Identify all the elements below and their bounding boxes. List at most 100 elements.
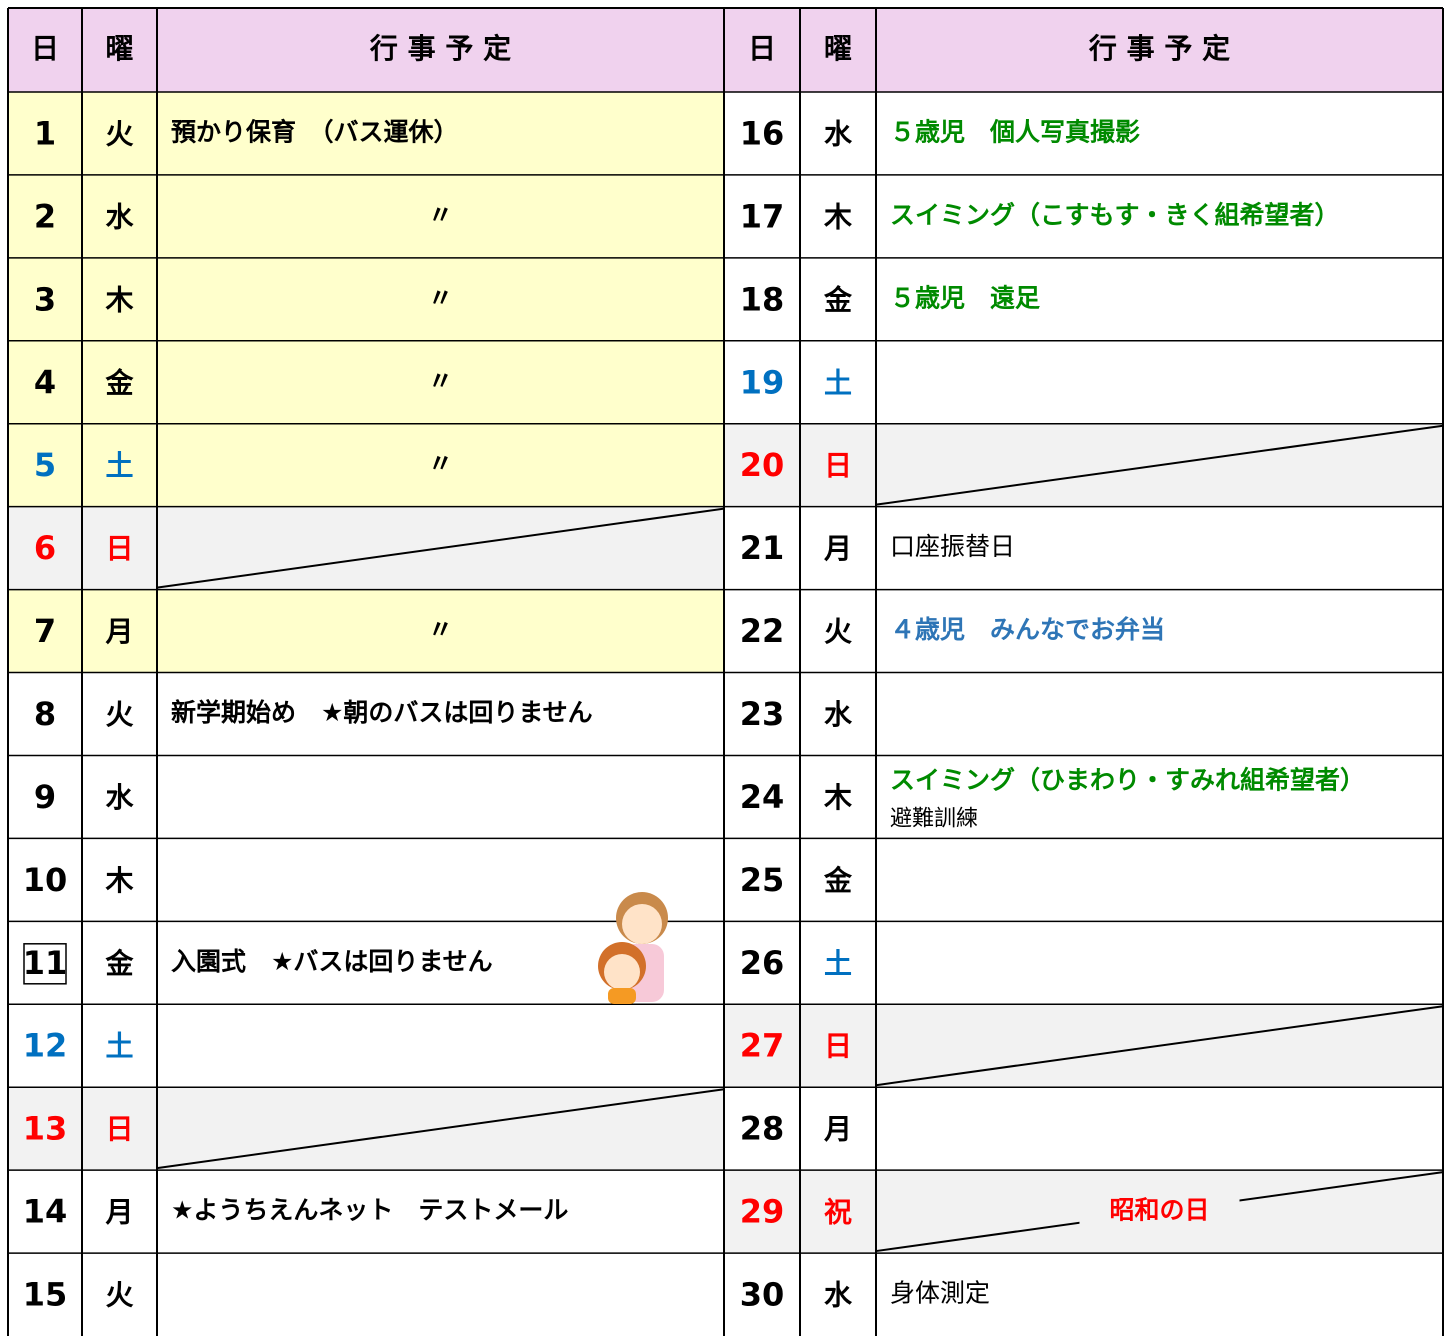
day: 5 bbox=[34, 446, 56, 484]
event: ５歳児 個人写真撮影 bbox=[890, 117, 1140, 146]
event: 〃 bbox=[428, 200, 453, 229]
slash bbox=[156, 507, 725, 589]
weekday: 月 bbox=[823, 532, 852, 565]
weekday: 火 bbox=[824, 615, 852, 648]
event: 昭和の日 bbox=[1109, 1196, 1209, 1225]
weekday: 土 bbox=[824, 947, 852, 980]
event: ５歳児 遠足 bbox=[890, 283, 1040, 312]
weekday: 土 bbox=[105, 1030, 133, 1063]
weekday: 日 bbox=[824, 449, 852, 482]
event: 〃 bbox=[428, 449, 453, 478]
row-bg bbox=[724, 1004, 1443, 1088]
day: 13 bbox=[23, 1110, 68, 1148]
header-weekday: 曜 bbox=[105, 32, 133, 65]
day: 4 bbox=[34, 363, 56, 401]
weekday: 金 bbox=[823, 864, 853, 897]
day: 22 bbox=[740, 612, 785, 650]
day: 16 bbox=[740, 114, 785, 152]
weekday: 火 bbox=[105, 1279, 133, 1312]
row-bg bbox=[8, 257, 724, 341]
row-bg bbox=[8, 1087, 724, 1171]
row-bg bbox=[8, 92, 724, 175]
event: ４歳児 みんなでお弁当 bbox=[890, 615, 1165, 644]
weekday: 木 bbox=[104, 864, 133, 897]
header-day: 日 bbox=[748, 32, 776, 65]
weekday: 水 bbox=[105, 200, 134, 233]
day: 23 bbox=[740, 695, 785, 733]
weekday: 日 bbox=[824, 1030, 852, 1063]
grid bbox=[8, 8, 1443, 1254]
day-box bbox=[23, 943, 67, 985]
day: 12 bbox=[23, 1027, 68, 1065]
weekday: 日 bbox=[105, 532, 133, 565]
weekday: 月 bbox=[823, 1113, 852, 1146]
child-body bbox=[608, 988, 636, 1004]
event: 〃 bbox=[428, 366, 453, 395]
day: 15 bbox=[23, 1276, 68, 1314]
event: 〃 bbox=[428, 283, 453, 312]
day: 14 bbox=[23, 1193, 68, 1231]
header-day: 日 bbox=[31, 32, 59, 65]
day: 24 bbox=[740, 778, 785, 816]
weekday: 水 bbox=[105, 781, 134, 814]
day: 11 bbox=[23, 944, 68, 982]
weekday: 月 bbox=[104, 615, 133, 648]
row-bg bbox=[8, 506, 724, 590]
day: 10 bbox=[23, 861, 68, 899]
weekday: 金 bbox=[104, 947, 134, 980]
event: スイミング（こすもす・きく組希望者） bbox=[890, 200, 1340, 229]
day: 25 bbox=[740, 861, 785, 899]
day: 30 bbox=[740, 1276, 785, 1314]
event-bg bbox=[1079, 1191, 1240, 1229]
row-bg bbox=[724, 423, 1443, 507]
day: 28 bbox=[740, 1110, 785, 1148]
event: ★ようちえんネット テストメール bbox=[171, 1196, 568, 1225]
day: 9 bbox=[34, 778, 56, 816]
day: 26 bbox=[740, 944, 785, 982]
weekday: 祝 bbox=[824, 1196, 852, 1229]
event: 新学期始め ★朝のバスは回りません bbox=[171, 698, 593, 727]
day: 17 bbox=[740, 197, 785, 235]
weekday: 水 bbox=[824, 117, 853, 150]
weekday: 木 bbox=[823, 781, 852, 814]
day: 7 bbox=[34, 612, 56, 650]
weekday: 日 bbox=[105, 1113, 133, 1146]
day: 18 bbox=[740, 280, 785, 318]
weekday: 金 bbox=[823, 283, 853, 316]
event: スイミング（ひまわり・すみれ組希望者） bbox=[890, 765, 1365, 794]
face bbox=[622, 904, 662, 944]
header-bg bbox=[8, 8, 724, 92]
header-events: 行 事 予 定 bbox=[369, 32, 511, 65]
slash bbox=[156, 1088, 725, 1170]
event: 〃 bbox=[428, 615, 453, 644]
weekday: 木 bbox=[823, 200, 852, 233]
weekday: 水 bbox=[824, 698, 853, 731]
weekday: 水 bbox=[824, 1279, 853, 1312]
slash bbox=[875, 424, 1444, 506]
event: 預かり保育 （バス運休） bbox=[171, 117, 459, 146]
weekday: 土 bbox=[105, 449, 133, 482]
row-bg bbox=[8, 423, 724, 507]
event: 避難訓練 bbox=[890, 806, 978, 831]
day: 19 bbox=[740, 363, 785, 401]
weekday: 木 bbox=[104, 283, 133, 316]
day: 21 bbox=[740, 529, 785, 567]
weekday: 月 bbox=[104, 1196, 133, 1229]
header-weekday: 曜 bbox=[824, 32, 852, 65]
day: 6 bbox=[34, 529, 56, 567]
illustration bbox=[598, 892, 668, 1004]
weekday: 火 bbox=[105, 698, 133, 731]
day: 27 bbox=[740, 1027, 785, 1065]
child-face bbox=[604, 954, 640, 990]
day: 29 bbox=[740, 1193, 785, 1231]
day: 1 bbox=[34, 114, 56, 152]
event: 口座振替日 bbox=[890, 532, 1015, 561]
row-bg bbox=[8, 174, 724, 258]
day: 8 bbox=[34, 695, 56, 733]
row-bg bbox=[8, 340, 724, 424]
day: 2 bbox=[34, 197, 56, 235]
event: 身体測定 bbox=[890, 1279, 990, 1308]
row-bg bbox=[8, 589, 724, 673]
